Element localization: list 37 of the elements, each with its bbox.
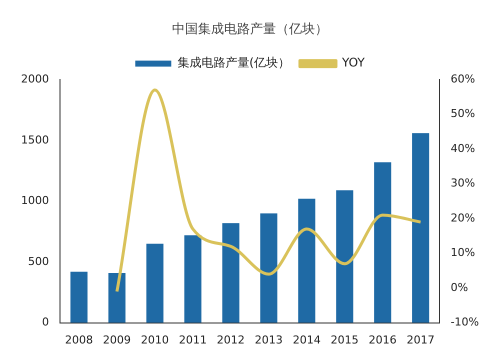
y2-tick-label: 0% [450, 280, 468, 294]
x-tick-label: 2012 [216, 333, 245, 346]
chart-title: 中国集成电路产量（亿块） [172, 22, 328, 38]
x-tick-label: 2017 [406, 333, 435, 346]
bar [298, 198, 316, 323]
y2-tick-label: 20% [450, 211, 476, 224]
y2-tick-label: 30% [450, 176, 476, 190]
y2-tick-label: 40% [450, 142, 476, 155]
y-tick-label: 500 [28, 254, 49, 268]
bar [222, 223, 240, 323]
bar [184, 235, 202, 323]
y2-tick-label: 60% [450, 72, 476, 86]
bar [146, 244, 164, 323]
y-tick-label: 1500 [20, 133, 49, 146]
x-tick-label: 2009 [102, 333, 131, 346]
x-tick-label: 2008 [64, 333, 93, 346]
y2-tick-label: 50% [450, 107, 476, 120]
bar [336, 190, 354, 323]
legend-label: 集成电路产量(亿块） [177, 56, 290, 70]
y2-tick-label: -10% [450, 316, 480, 329]
y-tick-label: 1000 [20, 194, 49, 208]
line-series [115, 88, 422, 294]
x-tick-label: 2016 [368, 333, 397, 346]
bar [260, 213, 278, 323]
bar [108, 272, 126, 323]
bar [374, 162, 392, 323]
y-tick-label: 2000 [20, 72, 49, 86]
bar [70, 272, 88, 323]
bar [412, 133, 430, 323]
x-tick-label: 2015 [330, 333, 359, 346]
x-tick-label: 2014 [292, 333, 321, 346]
x-tick-label: 2010 [140, 333, 169, 346]
y2-tick-label: 10% [450, 246, 476, 260]
y-tick-label: 0 [42, 316, 49, 329]
x-tick-label: 2011 [178, 333, 207, 346]
legend-label: YOY [340, 56, 366, 70]
x-tick-label: 2013 [254, 333, 283, 346]
